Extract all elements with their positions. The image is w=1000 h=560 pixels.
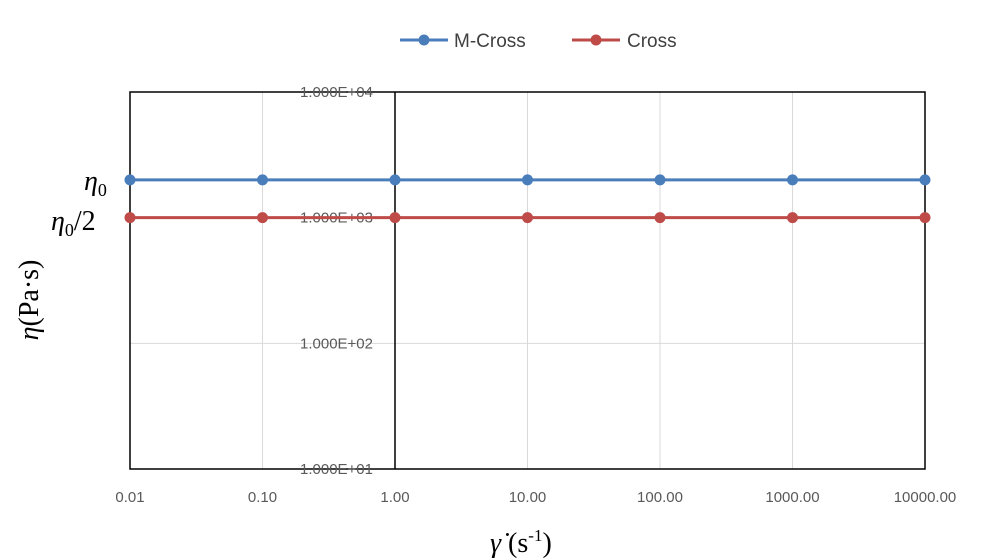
data-point-cross: [787, 212, 798, 224]
y-tick-labels: 1.000E+041.000E+031.000E+021.000E+01: [300, 84, 373, 478]
data-point-m-cross: [654, 174, 666, 186]
plot-border: [129, 91, 926, 470]
series-group: [124, 174, 931, 224]
x-tick-label: 10000.00: [894, 489, 957, 506]
data-point-m-cross: [389, 174, 401, 186]
x-tick-label: 0.01: [115, 489, 144, 506]
x-tick-labels: 0.01 0.10 1.00 10.00 100.00 1000.00 10000.00: [115, 489, 956, 506]
y-tick-label: 1.000E+04: [300, 84, 373, 101]
y-tick-label: 1.000E+02: [300, 335, 373, 352]
x-tick-label: 100.00: [637, 489, 683, 506]
x-tick-label: 1.00: [380, 489, 409, 506]
data-point-cross: [919, 212, 931, 224]
x-tick-label: 0.10: [248, 489, 277, 506]
legend-marker-m-cross: [418, 34, 430, 46]
data-point-m-cross: [124, 174, 136, 186]
gridlines: [130, 91, 925, 470]
eta0-annotation: η0: [84, 166, 107, 200]
data-point-cross: [124, 212, 136, 224]
legend-marker-cross: [590, 34, 602, 46]
x-axis-title: γ̇ (s-1): [490, 526, 552, 559]
data-point-cross: [522, 212, 533, 224]
legend-label-cross: Cross: [627, 31, 677, 52]
x-tick-label: 1000.00: [765, 489, 819, 506]
legend: M-Cross Cross: [400, 31, 677, 52]
x-tick-label: 10.00: [509, 489, 547, 506]
data-point-m-cross: [787, 174, 798, 186]
data-point-cross: [257, 212, 268, 224]
y-tick-label: 1.000E+01: [300, 461, 373, 478]
eta0-half-annotation: η0/2: [51, 206, 96, 240]
y-axis-title: η(Pa·s): [14, 260, 45, 341]
legend-label-m-cross: M-Cross: [454, 31, 526, 52]
data-point-m-cross: [522, 174, 533, 186]
data-point-cross: [654, 212, 666, 224]
data-point-m-cross: [919, 174, 931, 186]
data-point-m-cross: [257, 174, 268, 186]
data-point-cross: [389, 212, 401, 224]
